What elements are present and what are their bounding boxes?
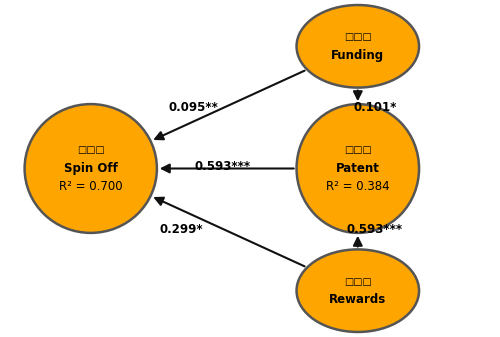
Text: Spin Off: Spin Off [64,162,118,175]
Text: Rewards: Rewards [329,293,386,306]
Text: Funding: Funding [331,49,384,62]
Ellipse shape [296,249,419,332]
Text: 0.593***: 0.593*** [195,160,251,173]
Text: 0.101*: 0.101* [354,101,397,114]
Ellipse shape [24,104,157,233]
Text: □□□: □□□ [77,145,104,155]
Ellipse shape [296,5,419,88]
Text: Patent: Patent [336,162,380,175]
Text: R² = 0.384: R² = 0.384 [326,180,390,193]
Text: □□□: □□□ [344,32,372,42]
Text: 0.095**: 0.095** [168,101,218,114]
Text: R² = 0.700: R² = 0.700 [59,180,122,193]
Text: 0.593***: 0.593*** [347,223,403,236]
Ellipse shape [296,104,419,233]
Text: □□□: □□□ [344,145,372,155]
Text: 0.299*: 0.299* [160,223,203,236]
Text: □□□: □□□ [344,277,372,286]
